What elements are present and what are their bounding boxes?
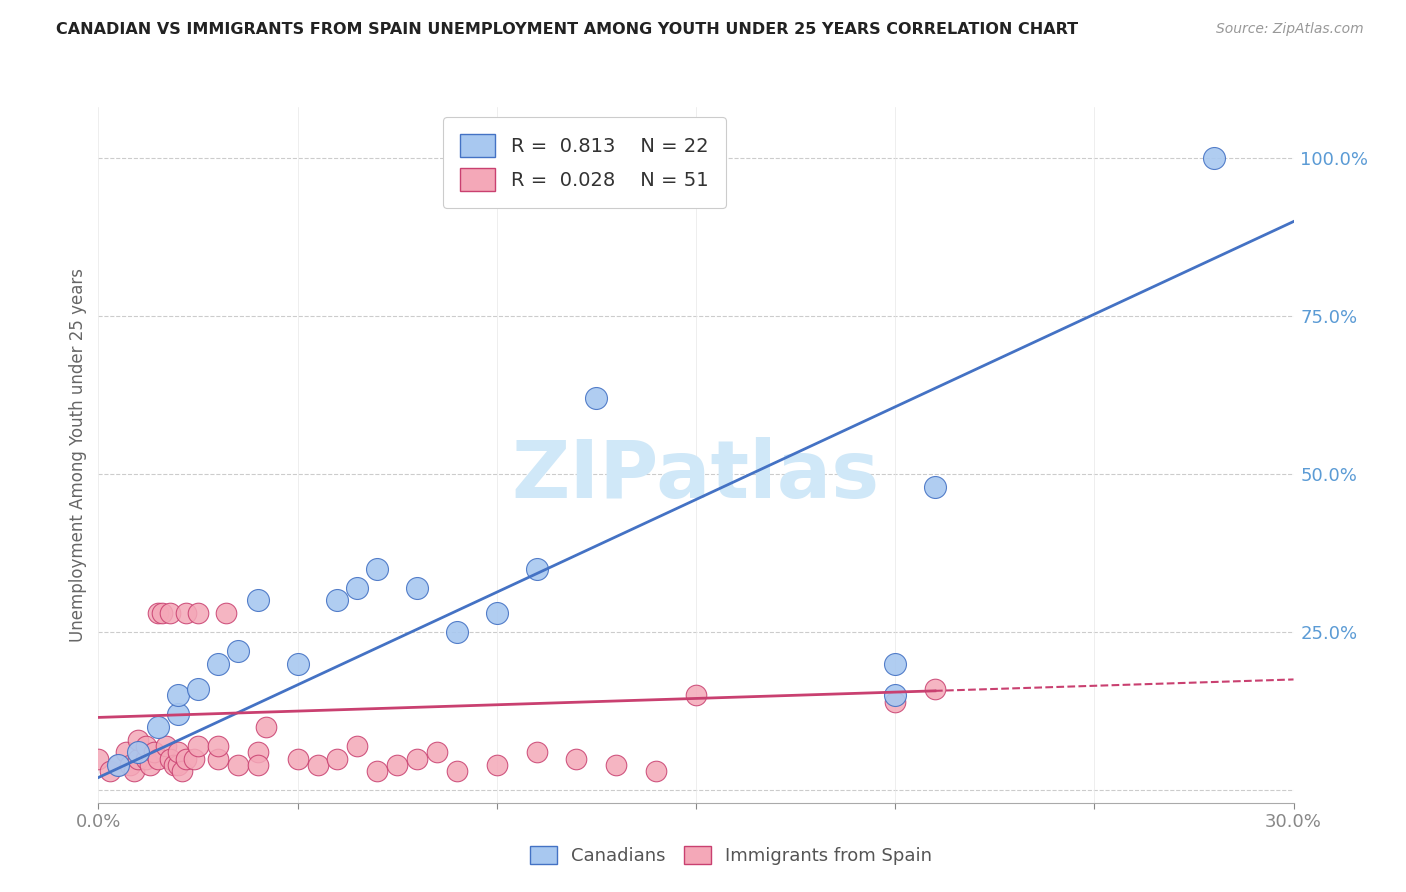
Point	[159, 751, 181, 765]
Point	[406, 751, 429, 765]
Point	[150, 606, 173, 620]
Point	[585, 391, 607, 405]
Point	[884, 657, 907, 671]
Point	[124, 764, 146, 779]
Point	[172, 764, 194, 779]
Point	[246, 593, 269, 607]
Point	[107, 757, 129, 772]
Point	[287, 657, 309, 671]
Point	[159, 606, 181, 620]
Point	[226, 644, 249, 658]
Point	[366, 764, 388, 779]
Point	[148, 751, 170, 765]
Point	[485, 757, 508, 772]
Y-axis label: Unemployment Among Youth under 25 years: Unemployment Among Youth under 25 years	[69, 268, 87, 642]
Point	[287, 751, 309, 765]
Point	[148, 720, 170, 734]
Point	[605, 757, 627, 772]
Point	[526, 562, 548, 576]
Point	[346, 581, 368, 595]
Legend: Canadians, Immigrants from Spain: Canadians, Immigrants from Spain	[520, 837, 942, 874]
Point	[246, 745, 269, 759]
Point	[187, 739, 209, 753]
Point	[127, 732, 149, 747]
Point	[485, 606, 508, 620]
Point	[446, 625, 468, 640]
Point	[174, 751, 197, 765]
Text: CANADIAN VS IMMIGRANTS FROM SPAIN UNEMPLOYMENT AMONG YOUTH UNDER 25 YEARS CORREL: CANADIAN VS IMMIGRANTS FROM SPAIN UNEMPL…	[56, 22, 1078, 37]
Point	[226, 757, 249, 772]
Point	[207, 751, 229, 765]
Point	[127, 751, 149, 765]
Point	[685, 688, 707, 702]
Point	[135, 751, 157, 765]
Point	[565, 751, 588, 765]
Point	[87, 751, 110, 765]
Point	[426, 745, 449, 759]
Point	[385, 757, 409, 772]
Point	[645, 764, 668, 779]
Point	[163, 757, 186, 772]
Legend: R =  0.813    N = 22, R =  0.028    N = 51: R = 0.813 N = 22, R = 0.028 N = 51	[443, 117, 725, 209]
Point	[526, 745, 548, 759]
Point	[1202, 151, 1225, 165]
Point	[187, 681, 209, 696]
Point	[207, 739, 229, 753]
Point	[174, 606, 197, 620]
Point	[924, 479, 946, 493]
Point	[167, 745, 190, 759]
Point	[187, 606, 209, 620]
Point	[884, 695, 907, 709]
Point	[254, 720, 277, 734]
Point	[155, 739, 177, 753]
Text: ZIPatlas: ZIPatlas	[512, 437, 880, 515]
Point	[143, 745, 166, 759]
Point	[148, 606, 170, 620]
Point	[107, 757, 129, 772]
Point	[307, 757, 329, 772]
Point	[167, 757, 190, 772]
Point	[139, 757, 162, 772]
Point	[215, 606, 238, 620]
Point	[207, 657, 229, 671]
Point	[135, 739, 157, 753]
Point	[183, 751, 205, 765]
Point	[924, 681, 946, 696]
Point	[115, 745, 138, 759]
Point	[406, 581, 429, 595]
Text: Source: ZipAtlas.com: Source: ZipAtlas.com	[1216, 22, 1364, 37]
Point	[326, 593, 349, 607]
Point	[366, 562, 388, 576]
Point	[167, 688, 190, 702]
Point	[246, 757, 269, 772]
Point	[884, 688, 907, 702]
Point	[98, 764, 122, 779]
Point	[326, 751, 349, 765]
Point	[446, 764, 468, 779]
Point	[346, 739, 368, 753]
Point	[167, 707, 190, 722]
Point	[127, 745, 149, 759]
Point	[120, 757, 142, 772]
